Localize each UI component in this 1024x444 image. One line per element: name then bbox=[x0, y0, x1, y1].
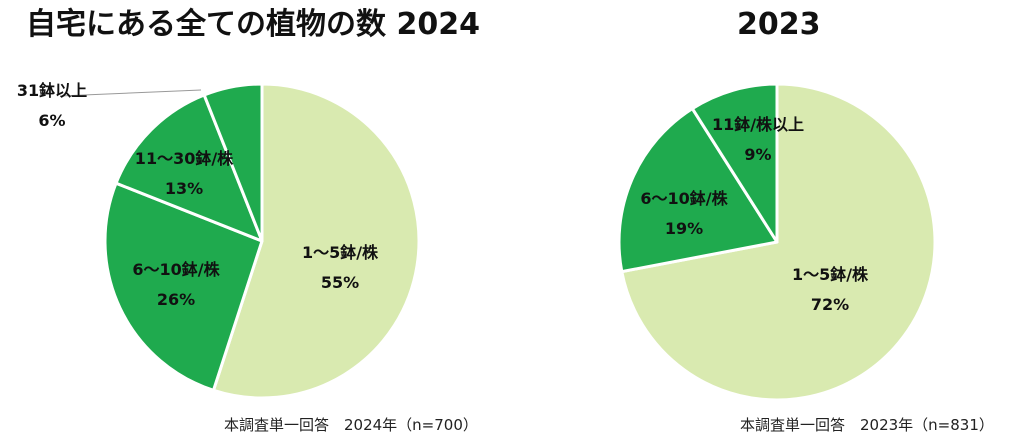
slice-label-2023-1-5: 1～5鉢/株 72% bbox=[792, 260, 868, 320]
pie-slice bbox=[114, 93, 264, 243]
slice-label-2024-11-30: 11～30鉢/株 13% bbox=[135, 144, 233, 204]
sample-note-2024: 本調査単一回答 2024年（n=700） bbox=[224, 416, 478, 434]
slice-category-label: 1～5鉢/株 bbox=[301, 243, 379, 262]
sample-note-2023: 本調査単一回答 2023年（n=831） bbox=[740, 416, 994, 434]
slice-value-label: 72% bbox=[810, 295, 850, 314]
chart-title-2024: 自宅にある全ての植物の数 2024 bbox=[26, 7, 480, 42]
pie-slice bbox=[103, 181, 264, 392]
leader-line bbox=[59, 89, 202, 97]
pie-slice bbox=[211, 82, 421, 400]
slice-value-label: 13% bbox=[164, 179, 204, 198]
slice-value-label: 19% bbox=[664, 219, 704, 238]
slice-label-2023-11-plus: 11鉢/株以上 9% bbox=[712, 110, 804, 170]
chart-title-2023: 2023 bbox=[737, 7, 821, 42]
slice-value-label: 9% bbox=[744, 145, 772, 164]
pie-slice bbox=[617, 107, 779, 274]
slice-value-label: 6% bbox=[38, 111, 66, 130]
slice-label-2024-6-10: 6～10鉢/株 26% bbox=[132, 255, 219, 315]
slice-label-2024-31-plus: 31鉢以上 6% bbox=[17, 76, 87, 136]
slice-category-label: 6～10鉢/株 bbox=[132, 260, 220, 279]
slice-value-label: 26% bbox=[156, 290, 196, 309]
slice-label-2024-1-5: 1～5鉢/株 55% bbox=[302, 238, 378, 298]
slice-category-label: 31鉢以上 bbox=[16, 81, 88, 100]
pie-slice bbox=[202, 82, 264, 243]
slice-category-label: 11鉢/株以上 bbox=[711, 115, 805, 134]
pie-slice bbox=[690, 82, 779, 244]
slice-value-label: 55% bbox=[320, 273, 360, 292]
slice-category-label: 11～30鉢/株 bbox=[134, 149, 234, 168]
slice-category-label: 6～10鉢/株 bbox=[640, 189, 728, 208]
slice-label-2023-6-10: 6～10鉢/株 19% bbox=[640, 184, 727, 244]
slice-category-label: 1～5鉢/株 bbox=[791, 265, 869, 284]
